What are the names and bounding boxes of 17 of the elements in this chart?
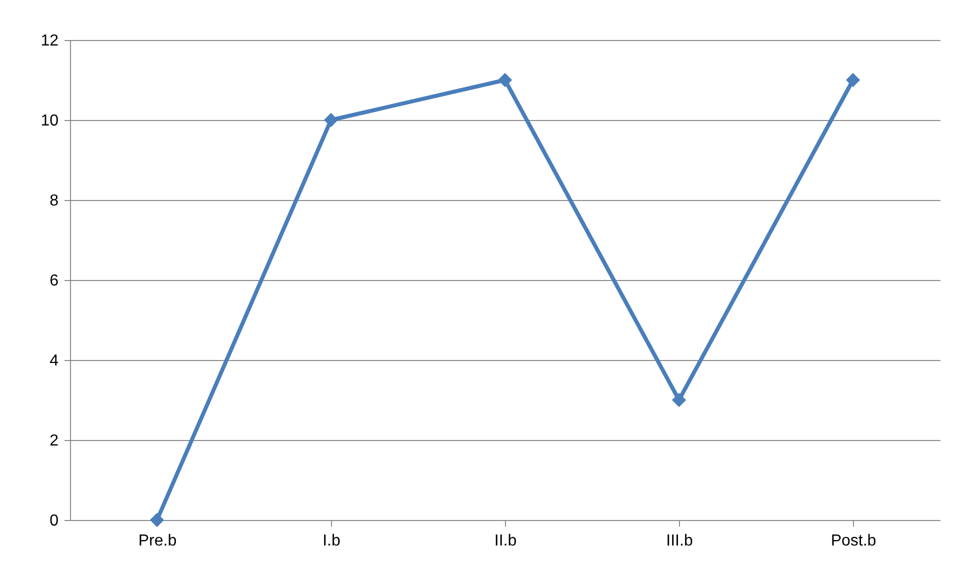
x-tick-label: II.b (494, 532, 517, 550)
x-tick-label: III.b (666, 532, 693, 550)
x-tick-label: I.b (322, 532, 340, 550)
y-tick-label: 4 (50, 352, 59, 370)
point (498, 72, 512, 88)
y-tick-label: 12 (40, 32, 59, 50)
y-tick-label: 6 (50, 272, 59, 290)
y-tick-label: 0 (50, 512, 59, 530)
y-tick-label: 10 (40, 112, 59, 130)
point (846, 72, 860, 88)
x-tick-label: Pre.b (138, 532, 177, 550)
point (150, 512, 164, 528)
x-tick-label: Post.b (830, 532, 876, 550)
point (672, 392, 686, 408)
point (324, 112, 338, 128)
y-tick-label: 8 (50, 192, 59, 210)
y-tick-label: 2 (50, 432, 59, 450)
